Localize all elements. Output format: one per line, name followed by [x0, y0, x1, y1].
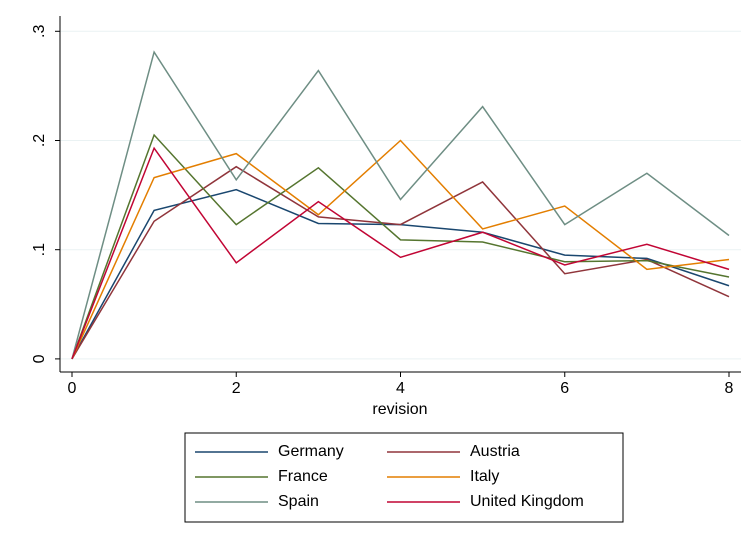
- legend-label: Austria: [470, 443, 520, 460]
- y-tick-label: .3: [31, 25, 48, 38]
- x-tick-label: 6: [560, 380, 569, 397]
- x-tick-label: 4: [396, 380, 405, 397]
- line-series: [71, 133, 730, 360]
- line-series: [71, 146, 730, 360]
- line-series: [71, 50, 730, 360]
- legend-label: Spain: [278, 493, 319, 510]
- line-series: [71, 165, 730, 360]
- x-axis-label: revision: [372, 401, 427, 418]
- legend-label: United Kingdom: [470, 493, 584, 510]
- y-tick-label: 0: [31, 354, 48, 363]
- legend-label: Germany: [278, 443, 344, 460]
- y-tick-label: .1: [31, 243, 48, 256]
- x-tick-label: 8: [725, 380, 734, 397]
- legend-label: France: [278, 468, 328, 485]
- y-tick-label: .2: [31, 134, 48, 147]
- line-series: [71, 139, 730, 360]
- x-tick-label: 2: [232, 380, 241, 397]
- legend-label: Italy: [470, 468, 499, 485]
- x-tick-label: 0: [68, 380, 77, 397]
